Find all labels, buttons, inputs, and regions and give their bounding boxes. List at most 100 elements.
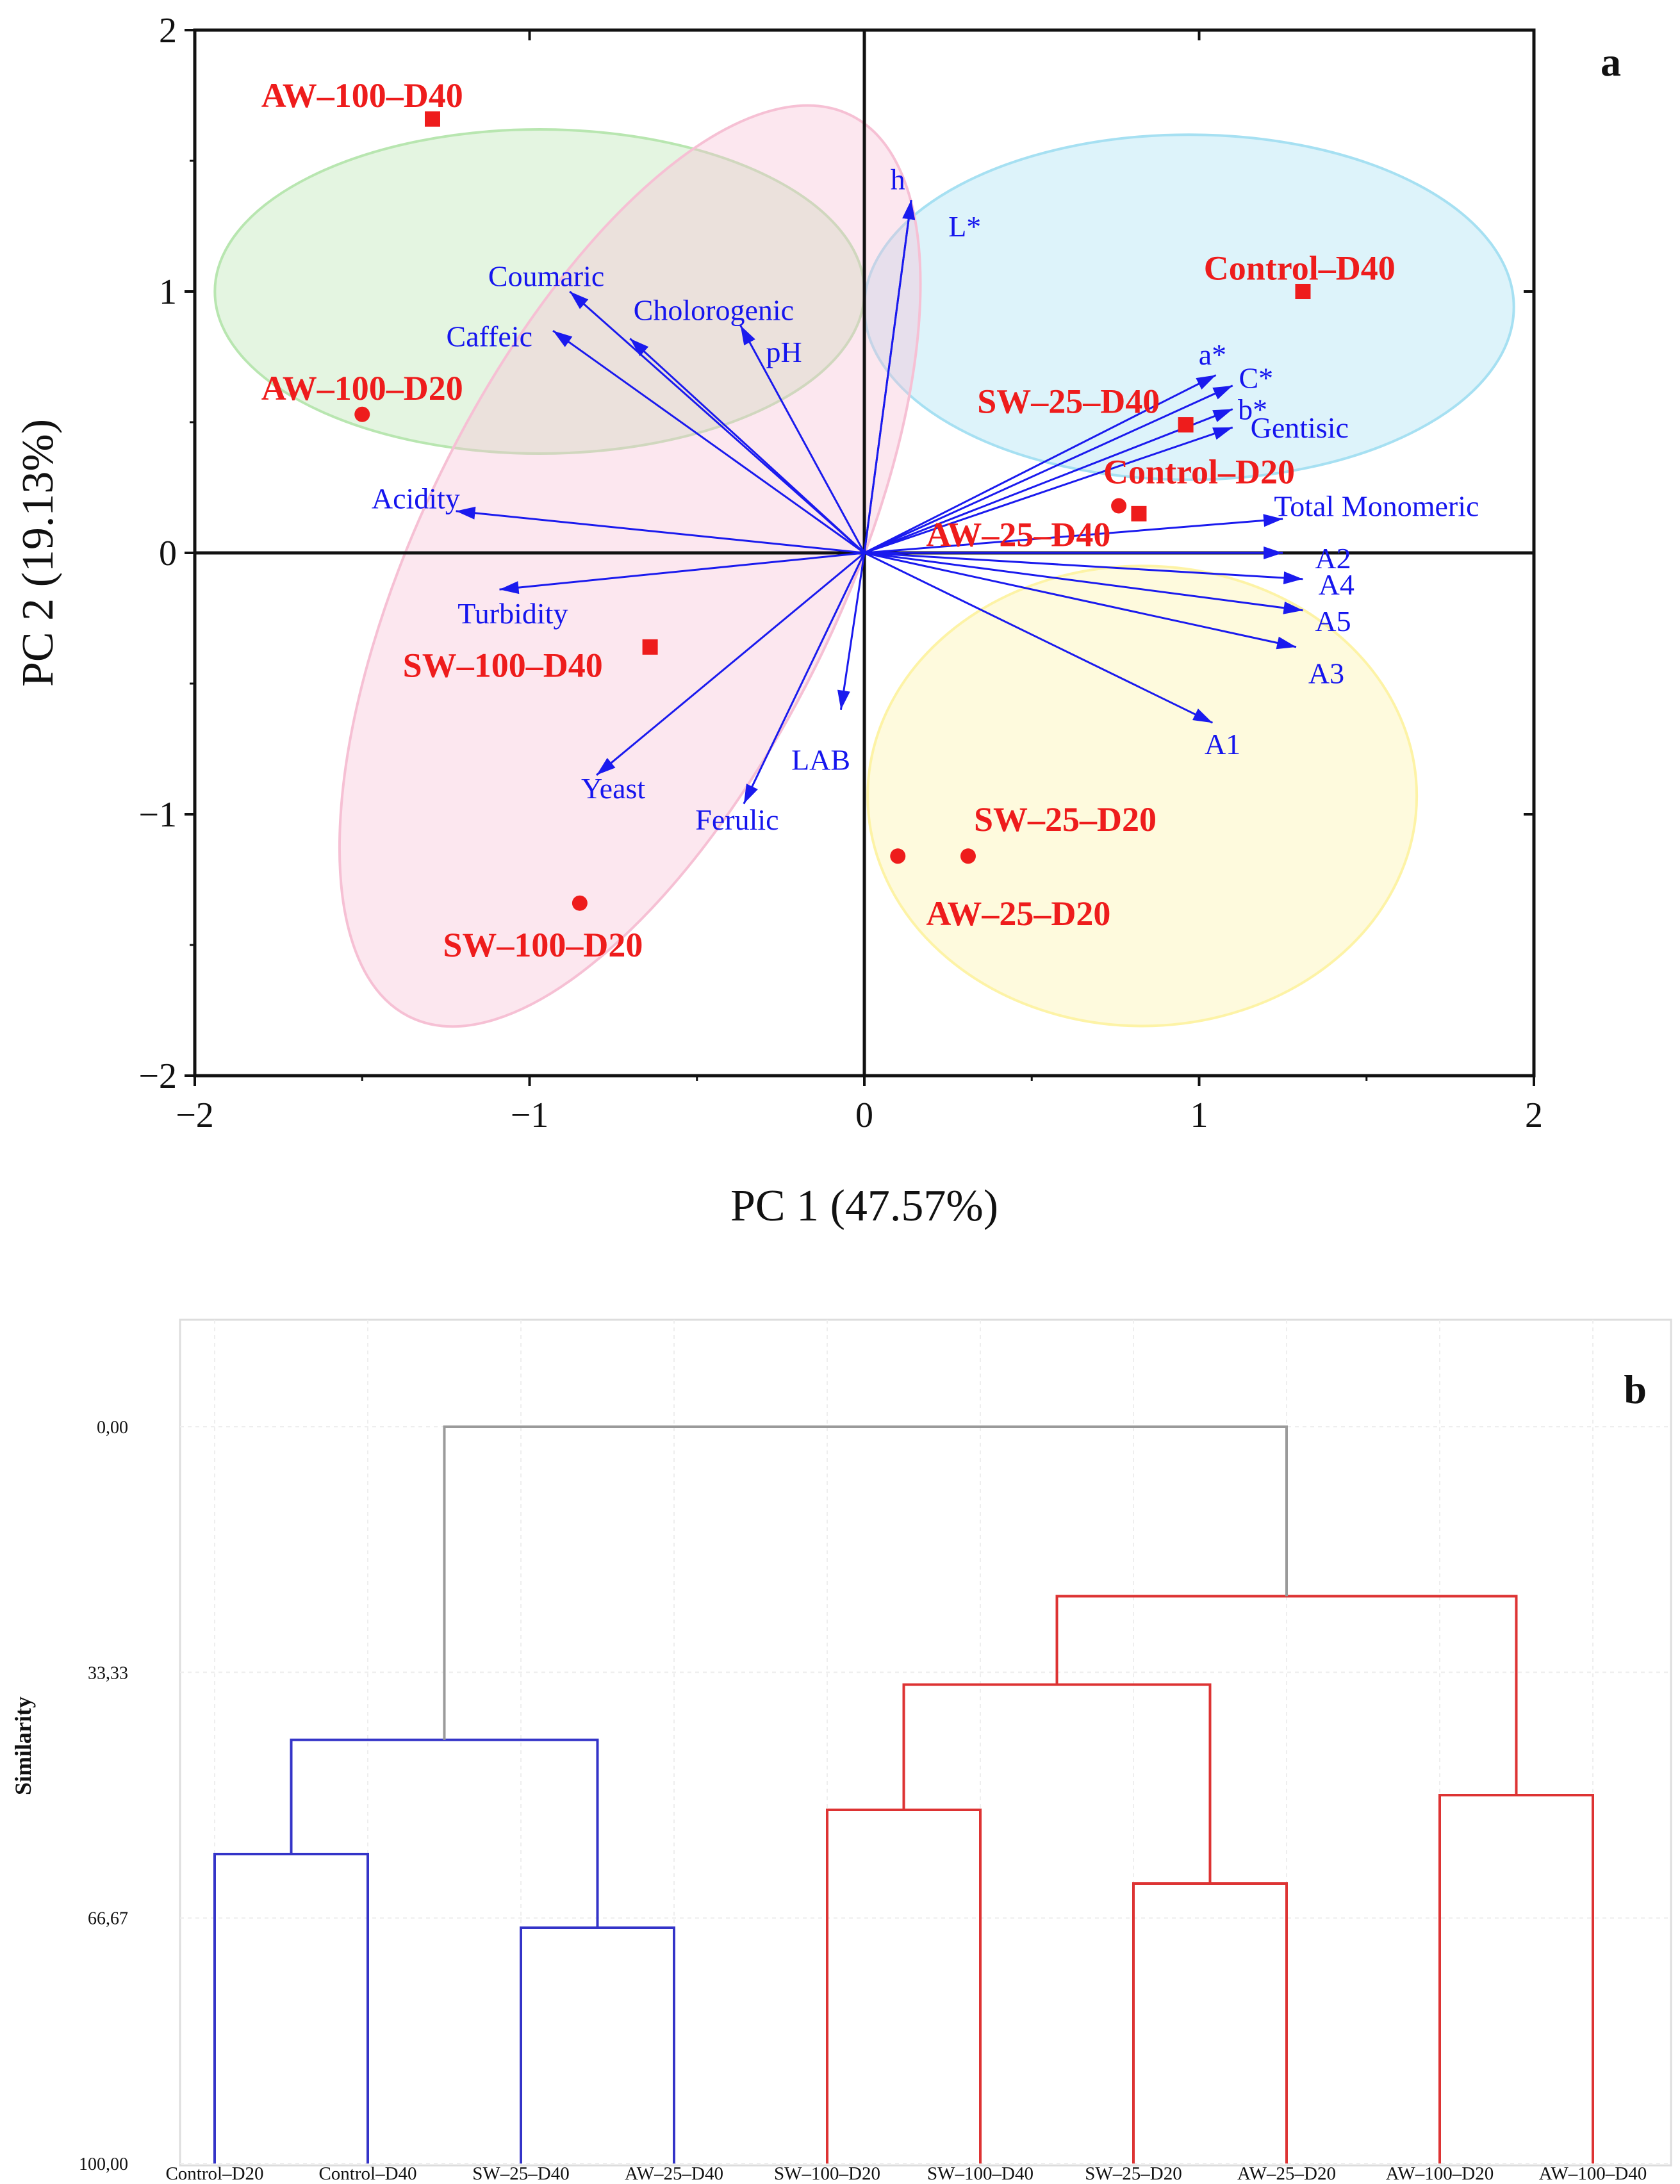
dendrogram-leaf-labels: Control–D20 Control–D40 SW–25–D40 AW–25–D40… bbox=[165, 2163, 1647, 2184]
dendrogram-y-tick-label: 33,33 bbox=[88, 1663, 128, 1683]
vector-lab bbox=[839, 552, 866, 710]
dendrogram-link-6 bbox=[902, 1683, 1212, 1884]
vector-label-yeast: Yeast bbox=[581, 772, 645, 805]
vector-label-h: h bbox=[891, 163, 905, 196]
y-tick-label: −1 bbox=[138, 795, 177, 835]
vector-total-monomeric bbox=[864, 518, 1283, 554]
vector-label-a2: A2 bbox=[1315, 542, 1351, 575]
vector-arrowhead-ferulic bbox=[743, 784, 758, 804]
vector-arrowhead-a5 bbox=[1283, 601, 1303, 614]
vector-yeast bbox=[596, 552, 865, 776]
sample-label-aw-100-d40: AW–100–D40 bbox=[261, 76, 463, 115]
sample-label-aw-100-d20: AW–100–D20 bbox=[261, 369, 463, 407]
vector-label-a: a* bbox=[1199, 338, 1226, 371]
dendrogram-leaf-label: Control–D40 bbox=[318, 2163, 416, 2184]
vector-b bbox=[864, 408, 1233, 554]
dendrogram-links bbox=[213, 1425, 1594, 2163]
vector-label-ferulic: Ferulic bbox=[695, 803, 778, 836]
vector-label-acidity: Acidity bbox=[372, 482, 460, 514]
vector-arrowhead-a4 bbox=[1283, 571, 1303, 584]
sample-label-sw-25-d40: SW–25–D40 bbox=[977, 382, 1160, 420]
vector-ferulic bbox=[743, 552, 866, 805]
panel-label-a: a bbox=[1601, 39, 1621, 85]
dendrogram-leaf-label: SW–100–D20 bbox=[774, 2163, 880, 2184]
sample-marker-sw-25-d40 bbox=[1178, 417, 1194, 433]
vector-label-a4: A4 bbox=[1319, 568, 1355, 601]
dendrogram-link-7 bbox=[1055, 1595, 1518, 1795]
dendrogram-leaf-label: AW–25–D40 bbox=[625, 2163, 723, 2184]
dendrogram-leaf-label: SW–100–D40 bbox=[927, 2163, 1034, 2184]
vector-l bbox=[863, 200, 912, 554]
vector-cholorogenic bbox=[629, 338, 866, 554]
vector-c bbox=[864, 384, 1233, 554]
vector-arrowhead-yeast bbox=[597, 757, 616, 775]
sample-label-control-d40: Control–D40 bbox=[1204, 249, 1396, 287]
vector-arrowhead-gentisic bbox=[1212, 427, 1233, 440]
sample-label-aw-25-d20: AW–25–D20 bbox=[926, 894, 1110, 933]
y-tick-label: 0 bbox=[159, 534, 177, 573]
sample-marker-sw-100-d20 bbox=[572, 895, 588, 911]
x-tick-label: 0 bbox=[855, 1096, 873, 1135]
sample-marker-aw-25-d40 bbox=[1111, 498, 1127, 514]
dendrogram-link-3 bbox=[1132, 1882, 1288, 2163]
dendrogram-y-tick-label: 0,00 bbox=[97, 1418, 128, 1438]
y-tick-label: 2 bbox=[159, 11, 177, 51]
vector-a3 bbox=[864, 552, 1297, 648]
vector-a bbox=[864, 374, 1217, 554]
group-ellipses bbox=[213, 104, 1515, 1028]
x-tick-label: 1 bbox=[1190, 1096, 1208, 1135]
vector-arrowhead-total-monomeric bbox=[1263, 514, 1283, 527]
vector-label-total-monomeric: Total Monomeric bbox=[1274, 490, 1479, 523]
loading-vectors: h L* Coumaric Cholorogenic Caffeic pH a* C*b*Ge… bbox=[372, 163, 1479, 837]
biplot-x-axis-label: PC 1 (47.57%) bbox=[730, 1181, 998, 1231]
x-tick-label: 2 bbox=[1525, 1096, 1543, 1135]
dendrogram-link-4 bbox=[1438, 1794, 1594, 2163]
vector-arrowhead-turbidity bbox=[499, 581, 520, 595]
dendrogram-frame bbox=[179, 1318, 1672, 2167]
y-tick-label: 1 bbox=[159, 272, 177, 312]
vector-arrowhead-a1 bbox=[1192, 709, 1213, 723]
ellipse-pink-group bbox=[338, 104, 922, 1028]
sample-marker-aw-25-d20 bbox=[890, 848, 906, 864]
x-tick-label: −1 bbox=[511, 1096, 549, 1135]
vector-arrowhead-a2 bbox=[1264, 546, 1283, 559]
vector-arrowhead-a3 bbox=[1276, 636, 1297, 650]
vector-label-b: b* bbox=[1238, 393, 1267, 426]
dendrogram-link-0 bbox=[213, 1853, 369, 2163]
y-tick-label: −2 bbox=[138, 1056, 177, 1096]
sample-marker-sw-100-d40 bbox=[642, 639, 658, 655]
biplot-y-axis-label: PC 2 (19.13%) bbox=[13, 419, 63, 687]
vector-a5 bbox=[864, 552, 1303, 612]
vector-coumaric bbox=[569, 290, 865, 554]
vector-arrowhead-lab bbox=[837, 689, 850, 710]
vector-label-turbidity: Turbidity bbox=[457, 597, 568, 630]
sample-label-sw-100-d20: SW–100–D20 bbox=[443, 926, 643, 964]
vector-label-ph: pH bbox=[766, 336, 802, 368]
vector-label-c: C* bbox=[1239, 362, 1273, 395]
vector-label-lab: LAB bbox=[791, 743, 850, 776]
x-tick-label: −2 bbox=[176, 1096, 214, 1135]
vector-arrowhead-l bbox=[902, 200, 916, 220]
vector-label-cholorogenic: Cholorogenic bbox=[634, 294, 794, 327]
dendrogram-link-5 bbox=[290, 1738, 599, 1928]
vector-label-caffeic: Caffeic bbox=[447, 320, 533, 352]
vector-label-a5: A5 bbox=[1315, 605, 1351, 637]
dendrogram-gridlines bbox=[180, 1320, 1671, 2165]
dendrogram-leaf-label: AW–25–D20 bbox=[1237, 2163, 1336, 2184]
vector-arrowhead-coumaric bbox=[570, 291, 589, 309]
vector-arrowhead-caffeic bbox=[553, 331, 573, 347]
vector-a1 bbox=[864, 552, 1214, 724]
vector-arrowhead-b bbox=[1212, 409, 1233, 422]
vector-arrowhead-cholorogenic bbox=[630, 338, 649, 357]
sample-scores: AW–100–D40 AW–100–D20 Control–D40 SW–25–D40… bbox=[261, 76, 1396, 964]
vector-label-gentisic: Gentisic bbox=[1251, 411, 1349, 444]
sample-marker-aw-100-d40 bbox=[424, 111, 440, 127]
vector-label-l: L* bbox=[948, 210, 981, 243]
dendrogram-leaf-label: SW–25–D40 bbox=[472, 2163, 569, 2184]
biplot-axes: −2 −1 0 1 2 −2 −1 0 1 2 bbox=[138, 11, 1543, 1135]
sample-label-sw-25-d20: SW–25–D20 bbox=[974, 800, 1157, 839]
vector-label-a3: A3 bbox=[1308, 657, 1344, 690]
vector-gentisic bbox=[864, 426, 1233, 554]
